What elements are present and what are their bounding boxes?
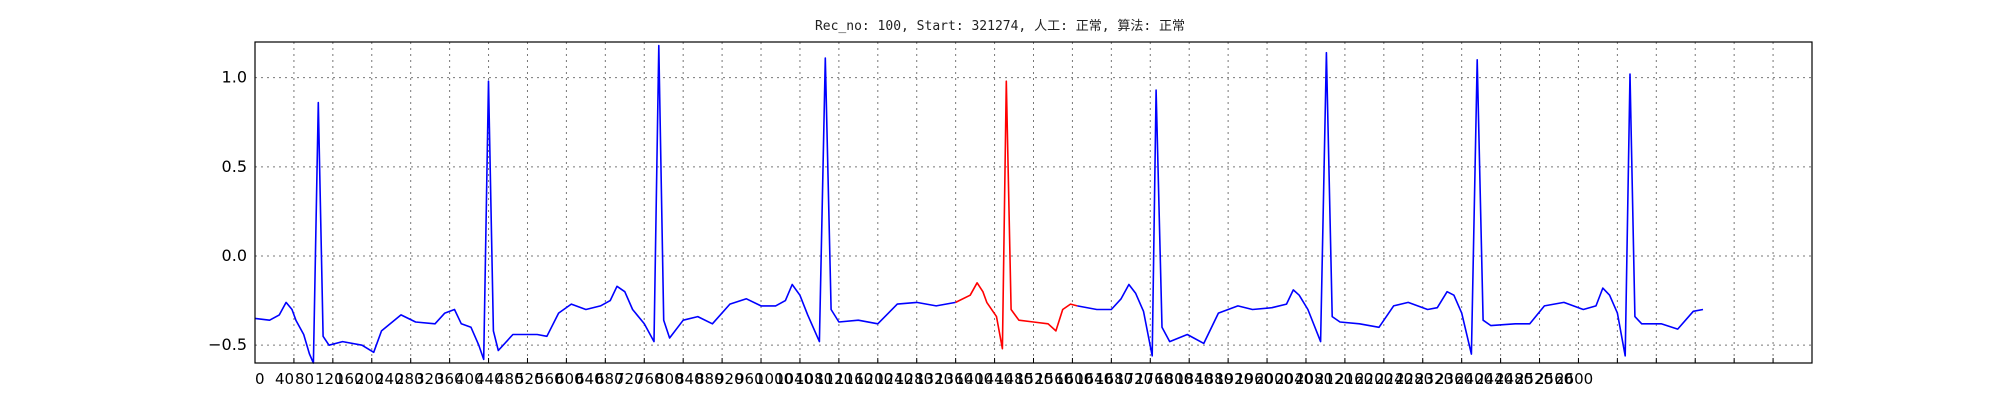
x-tick-label: 1400: [955, 370, 993, 388]
x-tick-label: 1520: [1015, 370, 1053, 388]
x-tick-label: 1640: [1075, 370, 1113, 388]
x-tick-label: 400: [455, 370, 484, 388]
x-tick-label: 960: [735, 370, 764, 388]
x-tick-label: 680: [595, 370, 624, 388]
x-tick-label: 600: [555, 370, 584, 388]
x-tick-label: 880: [695, 370, 724, 388]
y-tick-label: 0.5: [222, 157, 247, 176]
y-tick-label: 1.0: [222, 68, 247, 87]
y-tick-label: −0.5: [208, 335, 247, 354]
x-tick-label: 1320: [915, 370, 953, 388]
x-tick-label: 1560: [1035, 370, 1073, 388]
x-tick-label: 200: [355, 370, 384, 388]
grid-lines: [254, 42, 1813, 363]
x-tick-label: 1440: [975, 370, 1013, 388]
x-tick-label: 2600: [1555, 370, 1593, 388]
x-tick-label: 2040: [1275, 370, 1313, 388]
x-tick-label: 1200: [855, 370, 893, 388]
x-axis-ticks: 0 40 80 12016020024028032036040044048052056…: [254, 358, 1813, 388]
x-tick-label: 480: [495, 370, 524, 388]
x-tick-label: 2520: [1515, 370, 1553, 388]
x-tick-label: 1920: [1215, 370, 1253, 388]
x-tick-label: 40: [275, 370, 294, 388]
x-tick-label: 920: [715, 370, 744, 388]
x-tick-label: 1960: [1235, 370, 1273, 388]
signal-series: [254, 44, 1704, 364]
x-tick-label: 1160: [835, 370, 873, 388]
x-tick-label: 80: [295, 370, 314, 388]
x-tick-label: 1120: [815, 370, 853, 388]
x-tick-label: 1880: [1195, 370, 1233, 388]
x-tick-label: 160: [335, 370, 364, 388]
x-tick-label: 2440: [1475, 370, 1513, 388]
x-tick-label: 1240: [875, 370, 913, 388]
x-tick-label: 0: [255, 370, 265, 388]
highlighted-beat-line: [955, 80, 1078, 350]
x-tick-label: 360: [435, 370, 464, 388]
x-tick-label: 2560: [1535, 370, 1573, 388]
x-tick-label: 1480: [995, 370, 1033, 388]
x-tick-label: 840: [675, 370, 704, 388]
x-tick-label: 560: [535, 370, 564, 388]
ecg-signal-line: [254, 44, 956, 364]
x-tick-label: 760: [635, 370, 664, 388]
x-tick-label: 640: [575, 370, 604, 388]
x-tick-label: 1600: [1055, 370, 1093, 388]
x-tick-label: 1280: [895, 370, 933, 388]
y-axis-ticks: −0.5 0.0 0.5 1.0: [208, 68, 247, 354]
x-tick-label: 800: [655, 370, 684, 388]
x-tick-label: 2280: [1395, 370, 1433, 388]
x-tick-label: 2240: [1375, 370, 1413, 388]
x-tick-label: 440: [475, 370, 504, 388]
x-tick-label: 2200: [1355, 370, 1393, 388]
x-tick-label: 1720: [1115, 370, 1153, 388]
x-tick-label: 2000: [1255, 370, 1293, 388]
x-tick-label: 2320: [1415, 370, 1453, 388]
x-tick-label: 1680: [1095, 370, 1133, 388]
x-tick-label: 1800: [1155, 370, 1193, 388]
x-tick-label: 1840: [1175, 370, 1213, 388]
ecg-signal-line: [1077, 51, 1704, 357]
x-tick-label: 240: [375, 370, 404, 388]
y-tick-label: 0.0: [222, 246, 247, 265]
chart-title: Rec_no: 100, Start: 321274, 人工: 正常, 算法: …: [815, 19, 1185, 34]
x-tick-label: 520: [515, 370, 544, 388]
x-tick-label: 1760: [1135, 370, 1173, 388]
x-tick-label: 2480: [1495, 370, 1533, 388]
x-tick-label: 2400: [1455, 370, 1493, 388]
x-tick-label: 1080: [795, 370, 833, 388]
x-tick-label: 1000: [755, 370, 793, 388]
x-tick-label: 1040: [775, 370, 813, 388]
x-tick-label: 2120: [1315, 370, 1353, 388]
x-tick-label: 280: [395, 370, 424, 388]
x-tick-label: 2080: [1295, 370, 1333, 388]
x-tick-label: 720: [615, 370, 644, 388]
x-tick-label: 2360: [1435, 370, 1473, 388]
x-tick-label: 2160: [1335, 370, 1373, 388]
x-tick-label: 1360: [935, 370, 973, 388]
x-tick-label: 320: [415, 370, 444, 388]
x-tick-label: 120: [315, 370, 344, 388]
